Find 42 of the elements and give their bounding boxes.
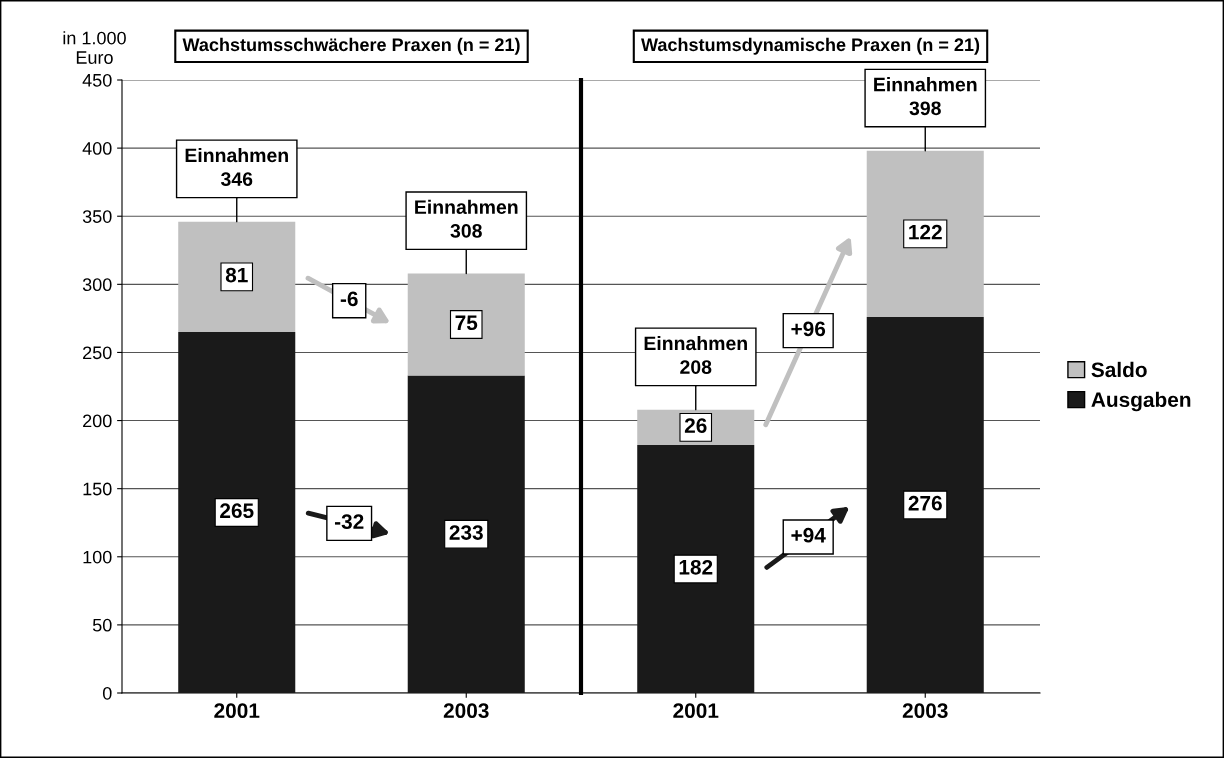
data-label: 26 bbox=[684, 418, 707, 433]
data-label: 122 bbox=[909, 224, 942, 240]
x-tick-label: 2003 bbox=[443, 703, 489, 719]
y-tick-label: 50 bbox=[92, 618, 112, 632]
chart-title: Wachstumsschwächere Praxen (n = 21) bbox=[182, 37, 520, 55]
total-label: Einnahmen 398 bbox=[874, 77, 977, 116]
data-label: 81 bbox=[225, 267, 248, 283]
x-tick-label: 2001 bbox=[673, 703, 719, 719]
legend-label: Ausgaben bbox=[1091, 391, 1191, 412]
total-label: Einnahmen 308 bbox=[415, 199, 518, 238]
data-label: 265 bbox=[220, 503, 254, 519]
data-label: 276 bbox=[908, 495, 942, 511]
y-tick-label: 300 bbox=[82, 278, 112, 292]
bar bbox=[178, 221, 296, 333]
x-tick-label: 2001 bbox=[214, 703, 260, 719]
data-label: 233 bbox=[449, 525, 483, 540]
annotation: -32 bbox=[334, 514, 364, 530]
bar bbox=[178, 332, 296, 693]
bar bbox=[866, 150, 984, 318]
chart-title: Wachstumsdynamische Praxen (n = 21) bbox=[641, 37, 980, 55]
y-tick-label: 350 bbox=[82, 210, 112, 223]
y-tick-label: 150 bbox=[83, 482, 112, 496]
annotation: -6 bbox=[340, 291, 358, 307]
x-tick-label: 2003 bbox=[902, 703, 948, 719]
bar bbox=[407, 375, 525, 693]
data-label: 75 bbox=[455, 315, 478, 331]
y-tick-label: 450 bbox=[82, 73, 112, 87]
total-label: Einnahmen 346 bbox=[185, 147, 288, 187]
bar bbox=[866, 317, 984, 693]
y-tick-label: 200 bbox=[83, 414, 112, 428]
legend-label: Saldo bbox=[1091, 361, 1147, 378]
annotation: +96 bbox=[791, 321, 826, 337]
bar bbox=[407, 273, 525, 376]
y-tick-label: 250 bbox=[83, 346, 112, 360]
y-tick-label: 100 bbox=[83, 550, 112, 564]
y-tick-label: 0 bbox=[102, 686, 112, 700]
bar bbox=[637, 445, 755, 693]
annotation: +94 bbox=[791, 527, 826, 543]
y-axis-title: in 1.000 Euro bbox=[63, 31, 126, 64]
total-label: Einnahmen 208 bbox=[644, 335, 747, 374]
y-tick-label: 400 bbox=[82, 142, 112, 155]
data-label: 182 bbox=[679, 559, 713, 575]
